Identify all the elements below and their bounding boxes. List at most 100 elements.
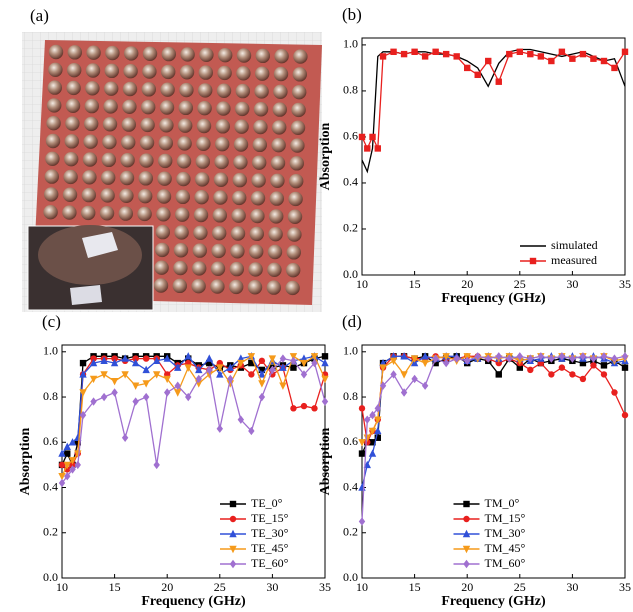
sphere <box>142 46 158 61</box>
marker <box>69 465 76 474</box>
series-line <box>61 355 326 467</box>
marker <box>58 449 66 457</box>
sphere <box>67 62 82 78</box>
marker <box>110 358 119 367</box>
y-tick-label: 0.6 <box>343 129 358 143</box>
marker <box>132 355 139 362</box>
marker <box>111 355 118 362</box>
sphere <box>64 134 80 149</box>
marker <box>611 64 618 72</box>
sphere <box>272 120 287 135</box>
sphere <box>250 191 266 206</box>
sphere <box>139 135 155 150</box>
marker <box>600 57 608 65</box>
marker <box>142 380 150 388</box>
x-tick-label: 10 <box>356 277 368 291</box>
marker <box>474 352 481 361</box>
marker <box>258 357 266 365</box>
marker <box>579 352 587 361</box>
marker <box>229 529 237 538</box>
sphere <box>175 189 190 205</box>
y-tick-label: 0.2 <box>343 525 358 539</box>
sphere <box>81 205 96 221</box>
sphere <box>158 135 173 151</box>
marker <box>421 53 429 60</box>
sphere <box>236 48 252 63</box>
sphere <box>285 280 300 296</box>
marker <box>131 358 140 367</box>
x-tick-label: 25 <box>214 580 226 594</box>
y-tick-label: 1.0 <box>43 344 58 358</box>
sphere <box>253 102 269 117</box>
marker <box>590 55 597 62</box>
sphere <box>249 226 264 242</box>
sphere <box>159 118 174 133</box>
marker <box>226 363 235 371</box>
marker <box>121 371 129 379</box>
marker <box>432 48 439 56</box>
marker <box>100 392 108 402</box>
marker <box>100 356 108 365</box>
legend-label: TE_0° <box>251 496 283 510</box>
sphere <box>268 227 283 242</box>
sphere <box>154 260 169 275</box>
sphere <box>159 100 175 115</box>
marker <box>462 545 471 554</box>
panel-label: (c) <box>42 312 61 331</box>
marker <box>74 460 81 470</box>
marker <box>548 371 555 378</box>
x-tick-label: 30 <box>566 277 578 291</box>
sphere <box>123 63 138 79</box>
marker <box>358 439 366 447</box>
marker <box>163 354 171 362</box>
sphere <box>269 191 284 206</box>
marker <box>58 461 66 469</box>
marker <box>389 357 398 366</box>
sphere <box>199 47 214 62</box>
marker <box>411 48 418 56</box>
marker <box>269 365 276 375</box>
sphere <box>194 190 209 205</box>
sphere <box>63 169 78 185</box>
sphere <box>192 261 207 276</box>
marker <box>369 410 376 420</box>
sphere <box>196 118 212 134</box>
sphere <box>84 98 100 114</box>
y-axis-title: Absorption <box>318 122 333 190</box>
y-tick-label: 1.0 <box>343 344 358 358</box>
marker <box>506 50 513 58</box>
sphere <box>251 173 266 188</box>
marker <box>516 352 523 361</box>
x-tick-label: 35 <box>619 277 631 291</box>
sphere <box>217 65 232 81</box>
sphere <box>104 81 119 96</box>
marker <box>58 478 66 488</box>
marker <box>621 48 629 56</box>
x-axis-title: Frequency (GHz) <box>441 291 546 306</box>
sphere <box>83 134 98 149</box>
sphere <box>197 101 212 116</box>
series-line <box>361 355 626 443</box>
series-line <box>361 355 626 445</box>
sphere <box>193 225 208 240</box>
marker <box>90 355 97 362</box>
marker <box>527 354 534 363</box>
series-line <box>361 50 626 150</box>
marker <box>463 515 470 523</box>
sphere <box>85 81 100 96</box>
sphere <box>254 84 269 99</box>
series-line <box>361 48 626 174</box>
sphere <box>229 279 244 295</box>
marker <box>364 145 371 152</box>
y-tick-label: 0.6 <box>343 434 358 448</box>
marker <box>400 388 408 397</box>
marker <box>590 362 597 369</box>
marker <box>79 370 87 378</box>
marker <box>74 439 81 446</box>
marker <box>121 354 129 362</box>
marker <box>89 375 98 384</box>
marker <box>485 57 492 65</box>
marker <box>184 352 192 360</box>
photo: (a) <box>22 6 322 312</box>
sphere <box>158 153 173 169</box>
